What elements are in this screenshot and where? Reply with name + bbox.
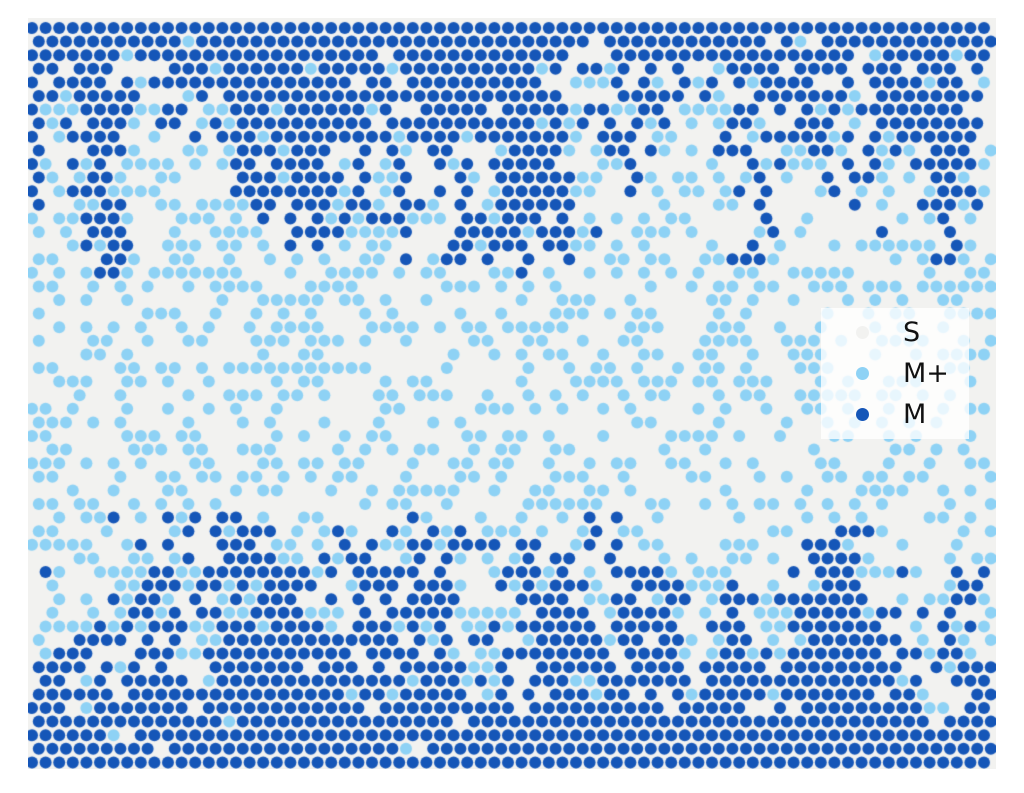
legend-label-s: S xyxy=(903,317,921,348)
legend-marker-m xyxy=(821,408,903,421)
legend-entry-m[interactable]: M xyxy=(821,396,969,434)
legend: S M+ M xyxy=(821,308,969,439)
lattice-plot-area: S M+ M xyxy=(28,18,996,769)
legend-marker-m-plus xyxy=(821,367,903,380)
legend-label-m-plus: M+ xyxy=(903,358,949,389)
legend-entry-s[interactable]: S xyxy=(821,314,969,352)
legend-marker-s xyxy=(821,326,903,339)
legend-entry-m-plus[interactable]: M+ xyxy=(821,355,969,393)
legend-label-m: M xyxy=(903,399,927,430)
